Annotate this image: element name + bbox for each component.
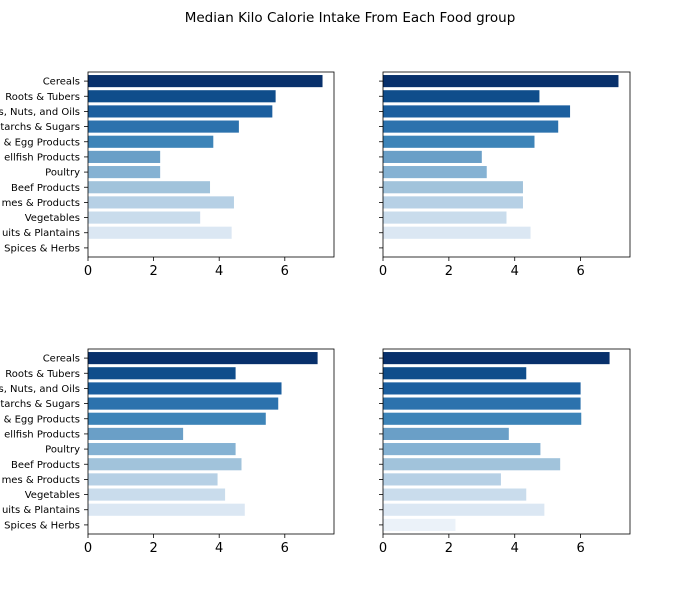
bar-1	[383, 75, 619, 88]
x-tick-label: 0	[379, 541, 387, 556]
bar-6	[88, 427, 184, 440]
chart-title: Median Kilo Calorie Intake From Each Foo…	[184, 10, 516, 26]
x-tick-label: 0	[84, 541, 92, 556]
bar-11	[88, 503, 245, 516]
y-tick-label: Roots & Tubers	[5, 369, 80, 380]
x-tick-label: 6	[281, 541, 289, 556]
subplot-top-left: Cereals Roots & Tubers s, Nuts, and Oils ta…	[0, 71, 335, 279]
y-tick-label: ellfish Products	[4, 152, 80, 163]
bar-7	[88, 166, 161, 179]
bar-10	[88, 488, 226, 501]
bar-3	[88, 105, 273, 118]
y-tick-label: Vegetables	[25, 490, 80, 501]
bar-2	[383, 367, 527, 380]
y-tick-label: mes & Products	[2, 475, 80, 486]
bar-2	[88, 367, 236, 380]
x-tick-label: 4	[215, 541, 223, 556]
bar-7	[88, 443, 236, 456]
x-tick-label: 2	[445, 541, 453, 556]
y-tick-label: Poultry	[45, 168, 80, 179]
y-tick-label: Spices & Herbs	[4, 520, 80, 531]
bar-2	[88, 90, 276, 103]
bar-5	[88, 135, 214, 148]
y-tick-label: & Egg Products	[4, 414, 80, 425]
y-tick-label: uits & Plantains	[2, 505, 80, 516]
bar-4	[88, 397, 279, 410]
x-tick-label: 4	[511, 541, 519, 556]
y-tick-label: Roots & Tubers	[5, 92, 80, 103]
y-tick-label: s, Nuts, and Oils	[0, 107, 80, 118]
axes-frame	[382, 348, 631, 535]
bar-10	[88, 211, 201, 224]
bar-11	[383, 226, 531, 239]
bar-1	[88, 75, 323, 88]
bar-8	[383, 458, 561, 471]
x-tick-label: 2	[445, 264, 453, 279]
bar-3	[383, 382, 581, 395]
bar-4	[383, 397, 581, 410]
bar-6	[383, 150, 482, 163]
bar-5	[383, 412, 582, 425]
bar-6	[383, 427, 509, 440]
axes-frame	[382, 71, 631, 258]
y-tick-label: Spices & Herbs	[4, 243, 80, 254]
subplot-bottom-right: 0 2 4 6	[379, 348, 631, 556]
bar-9	[88, 473, 218, 486]
bar-7	[383, 166, 487, 179]
axes-frame	[87, 348, 335, 535]
bar-5	[88, 412, 266, 425]
y-tick-label: Vegetables	[25, 213, 80, 224]
subplot-top-right: 0 2 4 6	[379, 71, 631, 279]
bar-10	[383, 211, 507, 224]
y-tick-label: Cereals	[43, 77, 80, 88]
bar-7	[383, 443, 541, 456]
bar-1	[88, 352, 318, 365]
bar-6	[88, 150, 161, 163]
axes-frame	[87, 71, 335, 258]
bar-4	[88, 120, 239, 133]
x-tick-label: 4	[215, 264, 223, 279]
bar-2	[383, 90, 540, 103]
x-tick-label: 2	[149, 541, 157, 556]
bar-1	[383, 352, 610, 365]
y-tick-label: tarchs & Sugars	[0, 122, 80, 133]
y-tick-label: Beef Products	[11, 183, 80, 194]
y-tick-label: ellfish Products	[4, 429, 80, 440]
y-tick-label: uits & Plantains	[2, 228, 80, 239]
bar-11	[88, 226, 232, 239]
y-tick-label: mes & Products	[2, 198, 80, 209]
x-tick-label: 6	[576, 541, 584, 556]
x-tick-label: 0	[379, 264, 387, 279]
bar-9	[383, 473, 501, 486]
bar-3	[88, 382, 282, 395]
x-tick-label: 6	[281, 264, 289, 279]
x-tick-label: 2	[149, 264, 157, 279]
bar-9	[383, 196, 523, 209]
bar-9	[88, 196, 234, 209]
bar-8	[88, 181, 211, 194]
bar-10	[383, 488, 527, 501]
y-tick-label: & Egg Products	[4, 137, 80, 148]
bar-12	[383, 518, 456, 531]
y-tick-label: tarchs & Sugars	[0, 399, 80, 410]
bar-8	[383, 181, 523, 194]
y-tick-label: s, Nuts, and Oils	[0, 384, 80, 395]
subplot-bottom-left: Cereals Roots & Tubers s, Nuts, and Oils ta…	[0, 348, 335, 556]
x-tick-label: 0	[84, 264, 92, 279]
x-tick-label: 6	[576, 264, 584, 279]
bar-5	[383, 135, 535, 148]
bar-3	[383, 105, 571, 118]
x-tick-label: 4	[511, 264, 519, 279]
y-tick-label: Cereals	[43, 354, 80, 365]
bar-4	[383, 120, 559, 133]
bar-11	[383, 503, 545, 516]
bar-8	[88, 458, 242, 471]
y-tick-label: Poultry	[45, 445, 80, 456]
y-tick-label: Beef Products	[11, 460, 80, 471]
